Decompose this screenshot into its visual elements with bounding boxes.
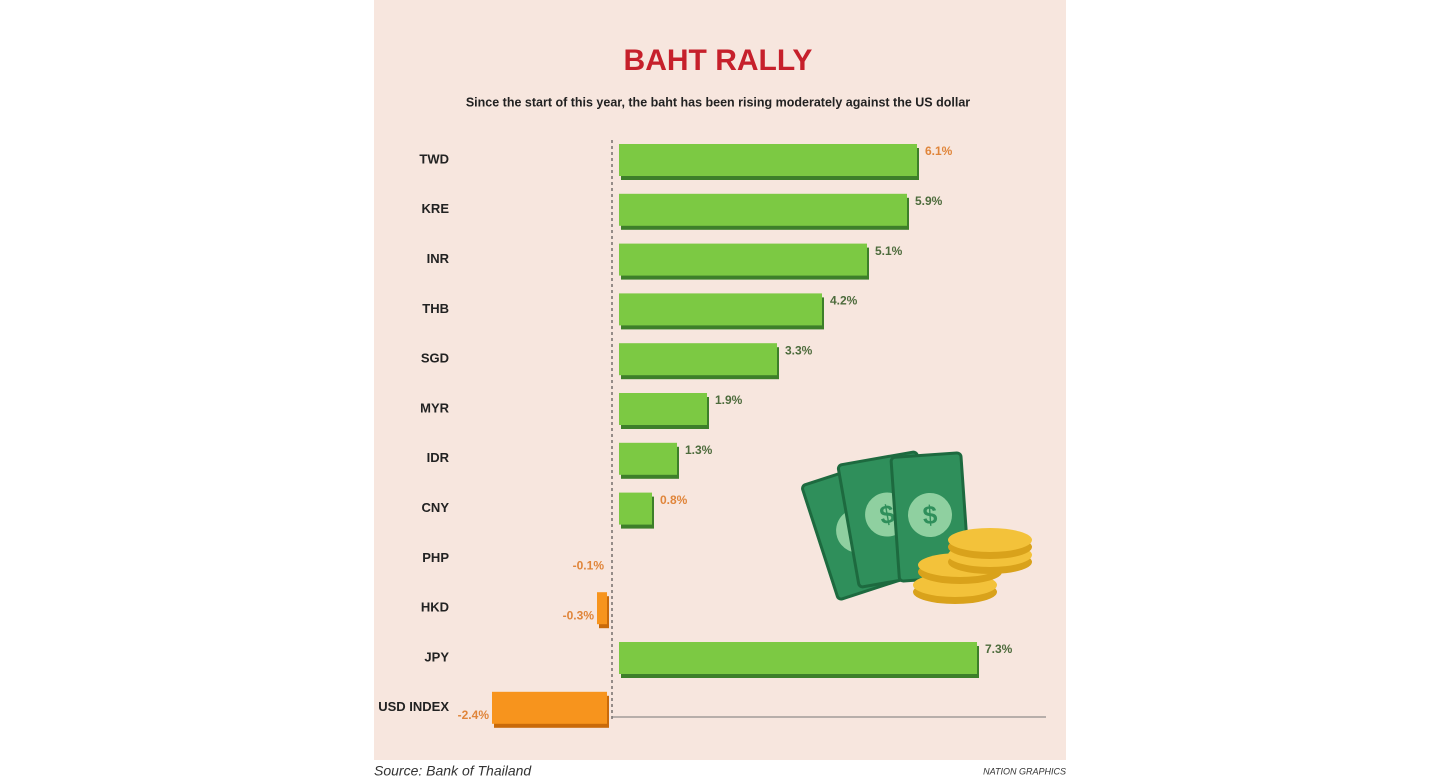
category-label: PHP: [422, 550, 449, 565]
category-label: USD INDEX: [378, 699, 449, 714]
value-label: 4.2%: [830, 294, 858, 308]
bar: [619, 243, 867, 276]
bar: [619, 144, 917, 176]
category-label: HKD: [421, 600, 449, 615]
chart-title: BAHT RALLY: [624, 44, 813, 77]
category-label: THB: [422, 301, 449, 316]
category-label: CNY: [422, 500, 450, 515]
chart-subtitle: Since the start of this year, the baht h…: [466, 95, 970, 109]
bar: [619, 293, 822, 326]
bar: [619, 642, 977, 674]
credit: NATION GRAPHICS: [983, 766, 1066, 776]
value-label: 1.9%: [715, 393, 743, 407]
category-label: TWD: [419, 151, 449, 166]
money-illustration: $ $: [801, 450, 1032, 604]
bar: [597, 592, 607, 625]
svg-text:$: $: [877, 498, 897, 530]
category-label: JPY: [424, 649, 449, 664]
bar: [619, 193, 907, 226]
category-label: INR: [427, 251, 450, 266]
category-label: KRE: [422, 201, 450, 216]
panel: [374, 0, 1066, 760]
value-label: -0.3%: [563, 608, 595, 622]
bar: [619, 343, 777, 376]
category-label: MYR: [420, 400, 450, 415]
bar: [619, 442, 677, 475]
value-label: 5.9%: [915, 194, 943, 208]
value-label: 1.3%: [685, 443, 713, 457]
value-label: 7.3%: [985, 642, 1013, 656]
value-label: -0.1%: [573, 559, 605, 573]
category-label: SGD: [421, 351, 449, 366]
category-label: IDR: [427, 450, 450, 465]
value-label: -2.4%: [458, 708, 490, 722]
source: Source: Bank of Thailand: [374, 763, 532, 779]
value-label: 0.8%: [660, 493, 688, 507]
value-label: 6.1%: [925, 144, 953, 158]
svg-text:$: $: [922, 499, 939, 530]
value-label: 3.3%: [785, 343, 813, 357]
bar: [619, 393, 707, 425]
bar: [619, 492, 652, 525]
value-label: 5.1%: [875, 244, 903, 258]
bar: [492, 691, 607, 724]
